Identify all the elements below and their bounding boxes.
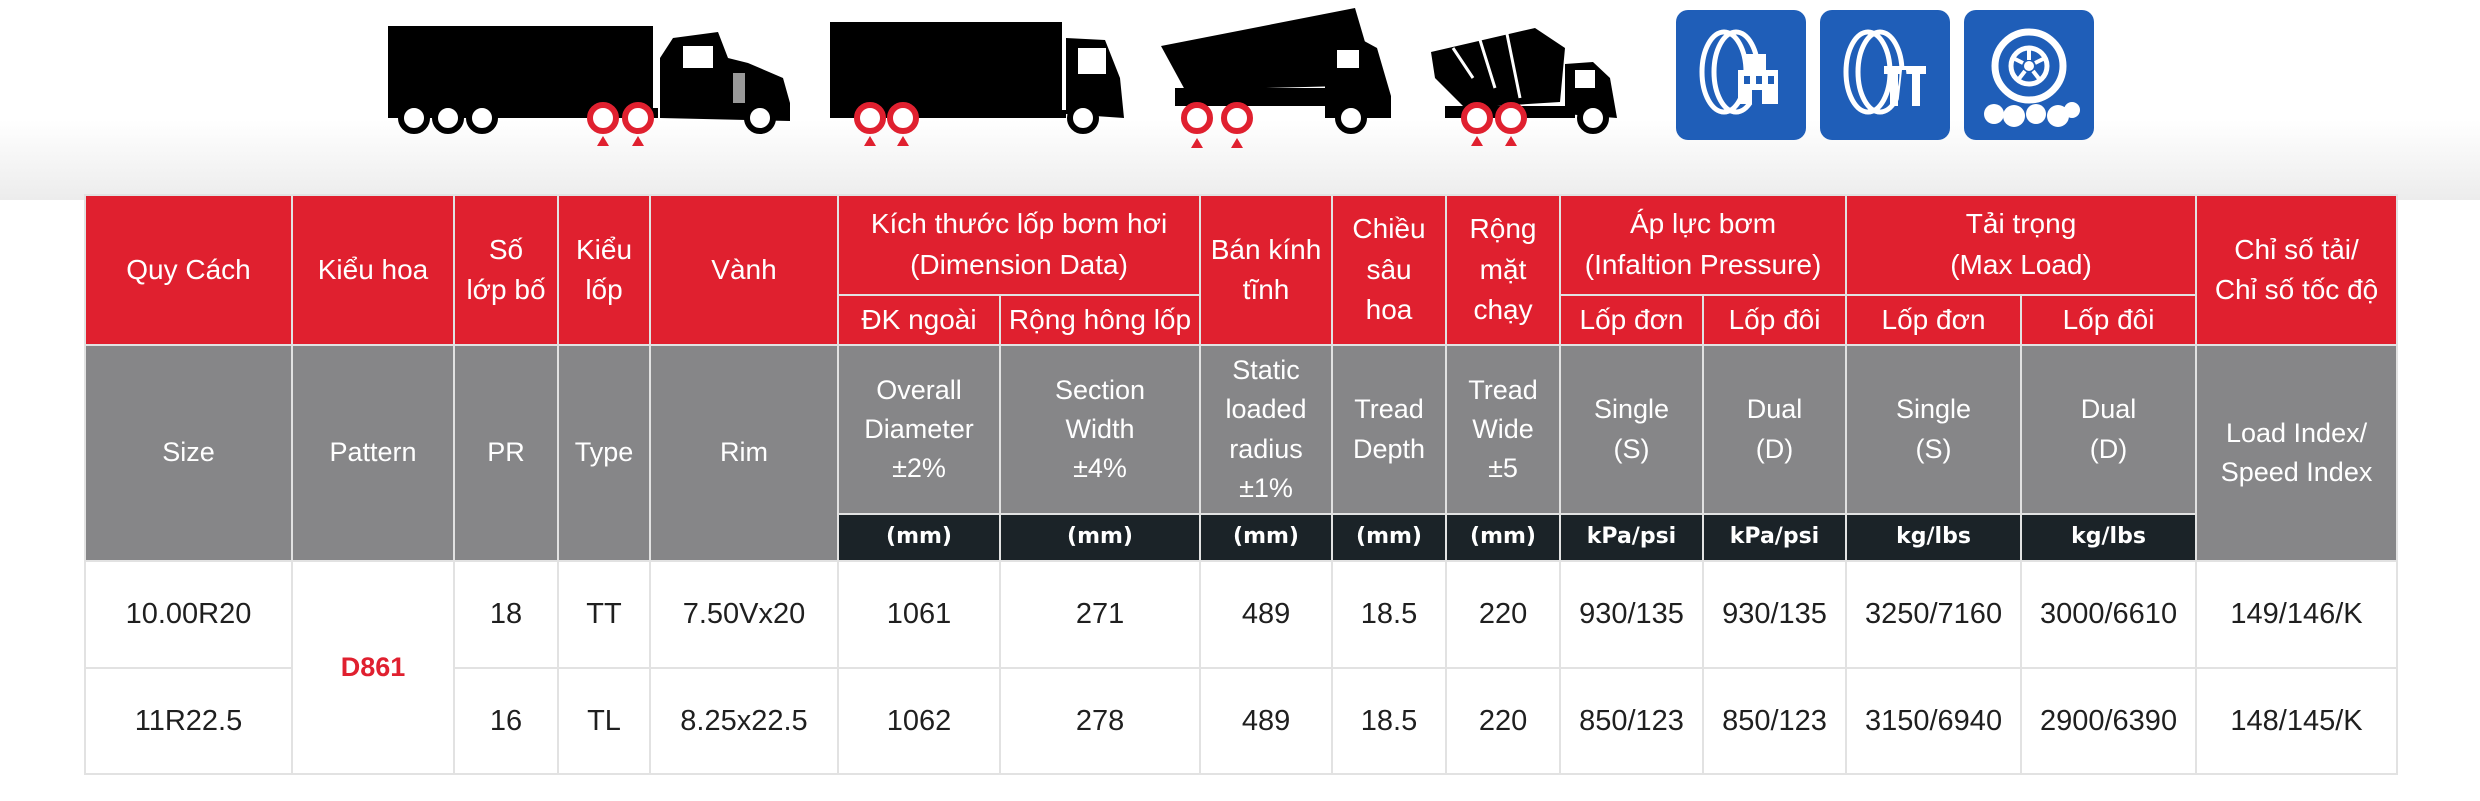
header-subrow-vn: ĐK ngoài Rộng hông lốp Lốp đơn Lốp đôi L… xyxy=(85,293,2397,347)
cell-size: 10.00R20 xyxy=(84,559,293,670)
col-section-width-en: Section Width ±4% xyxy=(998,344,1202,515)
header-row-vn: Quy Cách Kiểu hoa Số lớp bố Kiểu lốp Vành … xyxy=(84,193,2399,347)
box-truck-icon xyxy=(830,22,1124,146)
tire-highway-icon xyxy=(1820,10,1950,140)
unit-section-width: (mm) xyxy=(998,512,1202,562)
cell-pressure-single: 930/135 xyxy=(1559,559,1705,670)
col-type-vn: Kiểu lốp xyxy=(557,193,651,347)
cell-pattern: D861 xyxy=(291,559,455,776)
cell-load-single: 3150/6940 xyxy=(1845,667,2023,775)
unit-load-single: kg/lbs xyxy=(1845,512,2023,562)
col-size-en: Size xyxy=(84,344,293,562)
col-tread-wide-en: Tread Wide ±5 xyxy=(1445,344,1562,515)
unit-load-dual: kg/lbs xyxy=(2020,512,2198,562)
mixer-truck-icon xyxy=(1431,28,1617,146)
cell-static-radius: 489 xyxy=(1199,667,1334,775)
cell-static-radius: 489 xyxy=(1199,559,1334,670)
col-tread-depth-en: Tread Depth xyxy=(1331,344,1448,515)
cell-load-single: 3250/7160 xyxy=(1845,559,2023,670)
cell-pr: 16 xyxy=(453,667,559,775)
vehicle-strip xyxy=(0,0,2480,160)
col-type-en: Type xyxy=(557,344,651,562)
cell-index: 149/146/K xyxy=(2195,559,2399,670)
cell-section-width: 278 xyxy=(998,667,1202,775)
cell-tread-depth: 18.5 xyxy=(1331,559,1448,670)
cell-type: TL xyxy=(557,667,651,775)
cell-overall-diameter: 1061 xyxy=(837,559,1001,670)
col-pressure-single-en: Single (S) xyxy=(1559,344,1705,515)
col-pressure-vn: Áp lực bơm (Infaltion Pressure) xyxy=(1559,194,1848,296)
col-pattern-en: Pattern xyxy=(291,344,455,562)
col-load-dual-en: Dual (D) xyxy=(2020,344,2198,515)
col-pressure-dual-en: Dual (D) xyxy=(1702,344,1848,515)
col-dimension-vn: Kích thước lốp bơm hơi (Dimension Data) xyxy=(836,194,1202,296)
unit-overall-diameter: (mm) xyxy=(837,512,1001,562)
cell-pr: 18 xyxy=(453,559,559,670)
cell-pressure-dual: 930/135 xyxy=(1702,559,1848,670)
table-row: 11R22.5 16 TL 8.25x22.5 1062 278 489 18.… xyxy=(84,667,2399,775)
col-load-single-vn: Lốp đơn xyxy=(1845,293,2023,347)
cell-pressure-dual: 850/123 xyxy=(1702,667,1848,775)
unit-tread-wide: (mm) xyxy=(1445,512,1562,562)
col-pressure-single-vn: Lốp đơn xyxy=(1559,293,1705,347)
unit-pressure-single: kPa/psi xyxy=(1559,512,1705,562)
col-static-radius-vn: Bán kính tĩnh xyxy=(1199,193,1334,347)
col-pr-vn: Số lớp bố xyxy=(453,193,559,347)
cell-tread-depth: 18.5 xyxy=(1331,667,1448,775)
header-row-en: Size Pattern PR Type Rim Overall Diameter… xyxy=(84,344,2399,562)
col-pr-en: PR xyxy=(453,344,559,562)
col-section-width-vn: Rộng hông lốp xyxy=(998,293,1202,347)
col-load-single-en: Single (S) xyxy=(1845,344,2023,515)
tire-offroad-icon xyxy=(1964,10,2094,140)
cell-tread-wide: 220 xyxy=(1445,559,1562,670)
col-static-radius-en: Static loaded radius ±1% xyxy=(1199,344,1334,515)
unit-static-radius: (mm) xyxy=(1199,512,1334,562)
unit-tread-depth: (mm) xyxy=(1331,512,1448,562)
col-pressure-dual-vn: Lốp đôi xyxy=(1702,293,1848,347)
unit-pressure-dual: kPa/psi xyxy=(1702,512,1848,562)
col-rim-en: Rim xyxy=(649,344,839,562)
cell-index: 148/145/K xyxy=(2195,667,2399,775)
cell-tread-wide: 220 xyxy=(1445,667,1562,775)
col-rim-vn: Vành xyxy=(649,193,839,347)
cell-load-dual: 3000/6610 xyxy=(2020,559,2198,670)
cell-overall-diameter: 1062 xyxy=(837,667,1001,775)
col-index-en: Load Index/Speed Index xyxy=(2195,344,2399,562)
col-tread-depth-vn: Chiều sâu hoa xyxy=(1331,193,1448,347)
cell-pressure-single: 850/123 xyxy=(1559,667,1705,775)
tire-urban-icon xyxy=(1676,10,1806,140)
col-index-vn: Chỉ số tải/Chỉ số tốc độ xyxy=(2195,193,2399,347)
col-size-vn: Quy Cách xyxy=(84,193,293,347)
col-overall-diameter-vn: ĐK ngoài xyxy=(837,293,1001,347)
cell-section-width: 271 xyxy=(998,559,1202,670)
dump-truck-icon xyxy=(1161,8,1391,148)
cell-rim: 7.50Vx20 xyxy=(649,559,839,670)
cell-size: 11R22.5 xyxy=(84,667,293,775)
col-overall-diameter-en: Overall Diameter ±2% xyxy=(837,344,1001,515)
cell-load-dual: 2900/6390 xyxy=(2020,667,2198,775)
col-load-dual-vn: Lốp đôi xyxy=(2020,293,2198,347)
cell-type: TT xyxy=(557,559,651,670)
cell-rim: 8.25x22.5 xyxy=(649,667,839,775)
col-tread-wide-vn: Rộng mặt chạy xyxy=(1445,193,1562,347)
tire-spec-table: Quy Cách Kiểu hoa Số lớp bố Kiểu lốp Vành … xyxy=(84,193,2399,776)
table-row: 10.00R20 D861 18 TT 7.50Vx20 1061 271 48… xyxy=(84,559,2399,776)
col-load-vn: Tải trọng (Max Load) xyxy=(1845,194,2198,296)
units-row: (mm) (mm) (mm) (mm) (mm) kPa/psi kPa/psi… xyxy=(85,512,2397,562)
semi-truck-icon xyxy=(388,26,790,146)
col-pattern-vn: Kiểu hoa xyxy=(291,193,455,347)
